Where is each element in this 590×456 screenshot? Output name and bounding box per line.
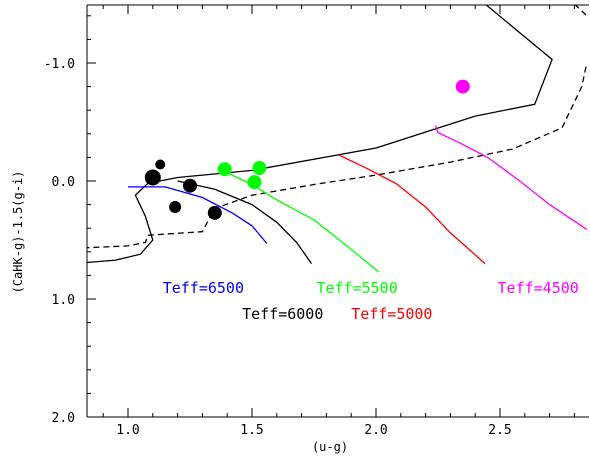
teff-label-0: Teff=6500 [163, 279, 244, 297]
x-tick-label: 1.5 [240, 423, 263, 438]
teff-label-4: Teff=4500 [498, 279, 579, 297]
data-point-0-0 [144, 169, 161, 186]
data-point-0-3 [169, 200, 182, 213]
teff-label-1: Teff=6000 [242, 305, 323, 323]
x-axis-ticks: 1.0 1.5 2.0 2.5 [102, 5, 575, 438]
curve-4 [128, 186, 268, 244]
curve-6 [338, 154, 486, 265]
plot-frame [86, 4, 589, 418]
data-point-1-2 [247, 175, 262, 190]
data-point-0-1 [155, 159, 166, 170]
data-point-1-1 [252, 161, 267, 176]
y-tick-label: 1.0 [52, 293, 75, 308]
x-axis-label: (u-g) [312, 440, 348, 454]
teff-annotations: Teff=6500 Teff=6000 Teff=5500 Teff=5000 Teff… [163, 279, 579, 323]
data-point-0-2 [183, 178, 197, 193]
x-tick-label: 1.0 [116, 423, 139, 438]
curve-3 [574, 5, 588, 17]
curve-5 [224, 171, 379, 273]
data-point-2-0 [455, 79, 470, 94]
y-tick-label: -1.0 [44, 57, 75, 72]
curve-7 [434, 125, 588, 230]
teff-label-2: Teff=5500 [316, 279, 397, 297]
y-tick-label: 0.0 [52, 175, 75, 190]
y-axis-label: (CaHK-g)-1.5(g-i) [11, 171, 25, 294]
curve-0 [87, 5, 553, 264]
y-tick-label: 2.0 [52, 411, 75, 426]
data-points [144, 79, 470, 220]
x-tick-label: 2.5 [488, 423, 511, 438]
y-axis-ticks: -1.0 0.0 1.0 2.0 [44, 15, 96, 426]
curve-2 [87, 62, 588, 249]
data-point-0-4 [207, 205, 222, 220]
teff-label-3: Teff=5000 [351, 305, 432, 323]
data-point-1-0 [217, 162, 232, 177]
x-tick-label: 2.0 [364, 423, 387, 438]
curve-1 [177, 180, 313, 264]
curves [87, 5, 588, 273]
